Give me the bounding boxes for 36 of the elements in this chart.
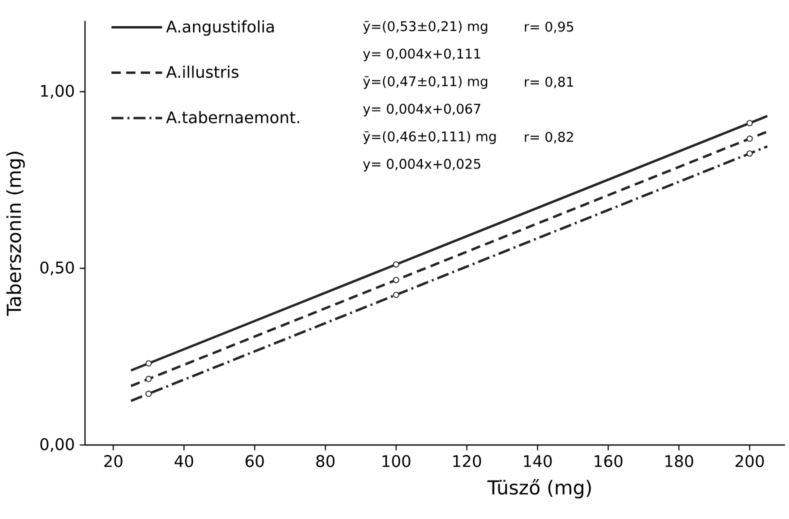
point [392,276,400,284]
legend-label: A.angustifolia [166,20,274,36]
point [746,150,753,157]
annotation: r= 0,81 [524,76,574,88]
annotation: y= 0,004x+0,025 [363,158,480,172]
y-axis-title: Taberszonin (mg) [6,152,25,316]
y-tick-label: 0,00 [40,438,74,452]
point [146,360,152,367]
legend-label: A.tabernaemont. [166,110,300,124]
x-axis-title: Tüsző (mg) [487,479,591,498]
legend-label: A.illustris [166,66,238,78]
annotation: r= 0,95 [524,22,574,34]
x-tick-label: 140 [524,455,552,468]
y-tick-label: 1,00 [41,84,74,99]
annotation: y= 0,004x+0,111 [363,48,480,62]
annotation: ȳ=(0,46±0,111) mg [363,131,496,144]
annotation: r= 0,82 [524,132,573,144]
annotation: ȳ=(0,47±0,11) mg [363,76,488,89]
x-tick-label: 80 [316,455,335,468]
annotation: ȳ=(0,53±0,21) mg [363,20,488,34]
x-tick-label: 120 [453,455,482,468]
x-tick-label: 20 [104,455,122,468]
x-tick-label: 180 [665,455,694,468]
point [392,261,400,268]
point [392,292,400,298]
x-tick-label: 40 [174,455,194,468]
x-tick-label: 100 [382,455,410,468]
x-tick-label: 200 [736,455,764,468]
y-tick-label: 0,50 [40,261,74,276]
point [146,376,152,382]
point [146,390,152,397]
point [746,136,753,142]
point [746,120,753,126]
x-tick-label: 160 [594,455,622,468]
annotation: y= 0,004x+0,067 [363,104,480,116]
x-tick-label: 60 [246,455,264,468]
